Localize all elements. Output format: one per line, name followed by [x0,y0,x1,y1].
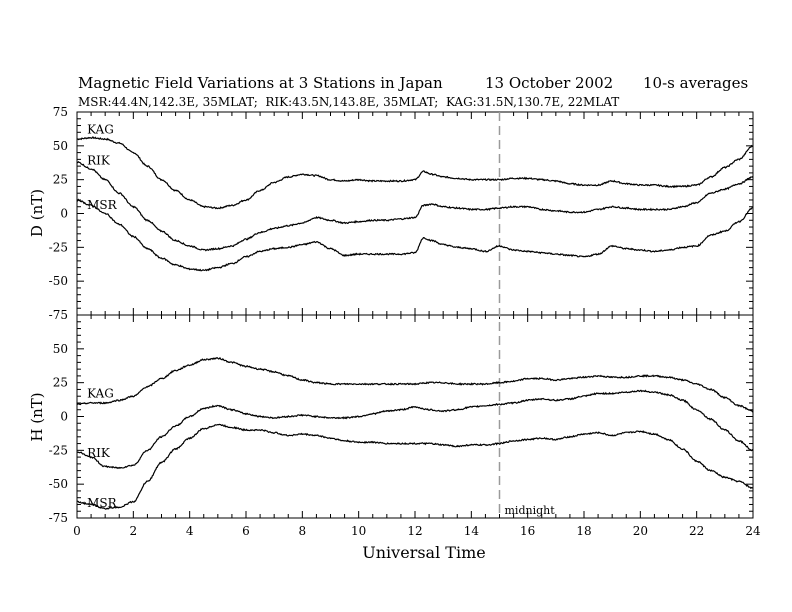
midnight-label: midnight [505,504,556,517]
x-tick-label: 18 [576,524,591,538]
figure-averaging: 10-s averages [643,74,748,92]
x-tick-label: 22 [689,524,704,538]
series-label-kag: KAG [87,386,114,400]
series-line-kag [76,356,754,413]
x-tick-label: 20 [633,524,648,538]
x-tick-label: 2 [130,524,138,538]
series-label-msr: MSR [87,198,118,212]
y-tick-label: -50 [49,477,68,491]
panel-d-frame [76,111,754,316]
series-line-kag [76,136,754,210]
x-tick-label: 12 [407,524,422,538]
series-label-kag: KAG [87,122,114,136]
y-tick-label: -25 [49,443,68,457]
station-info: MSR:44.4N,142.3E, 35MLAT; RIK:43.5N,143.… [78,95,619,109]
y-tick-label: -75 [49,511,68,525]
series-label-rik: RIK [87,153,111,167]
midnight-layer: midnight [498,112,556,518]
figure-date: 13 October 2002 [485,74,613,92]
x-tick-label: 4 [186,524,194,538]
panel-h-frame [76,314,754,519]
y-tick-label: -25 [49,240,68,254]
series-layer: KAG RIK MSR KAG RIK MSR [76,122,754,510]
x-tick-label: 0 [73,524,81,538]
series-label-rik: RIK [87,446,111,460]
y-tick-label: 0 [60,410,68,424]
x-tick-label: 14 [464,524,480,538]
figure-title: Magnetic Field Variations at 3 Stations … [78,74,443,92]
panel-h-ylabel: H (nT) [28,392,46,441]
y-tick-label: 50 [53,139,68,153]
y-tick-label: -50 [49,274,68,288]
panel-d-ylabel: D (nT) [28,189,46,237]
series-line-msr [76,198,754,272]
series-label-msr: MSR [87,496,118,510]
x-tick-label: 8 [299,524,307,538]
y-tick-label: 0 [60,207,68,221]
y-tick-label: 50 [53,342,68,356]
x-tick-label: 6 [242,524,250,538]
x-axis-label: Universal Time [362,543,485,562]
y-tick-label: -75 [49,308,68,322]
y-tick-label: 75 [53,105,68,119]
series-line-rik [76,389,754,470]
y-tick-label: 25 [53,173,68,187]
y-tick-label: 25 [53,376,68,390]
series-line-rik [76,161,754,252]
series-line-msr [76,423,754,510]
x-tick-label: 16 [520,524,535,538]
x-tick-label: 10 [351,524,366,538]
x-tick-label: 24 [745,524,761,538]
